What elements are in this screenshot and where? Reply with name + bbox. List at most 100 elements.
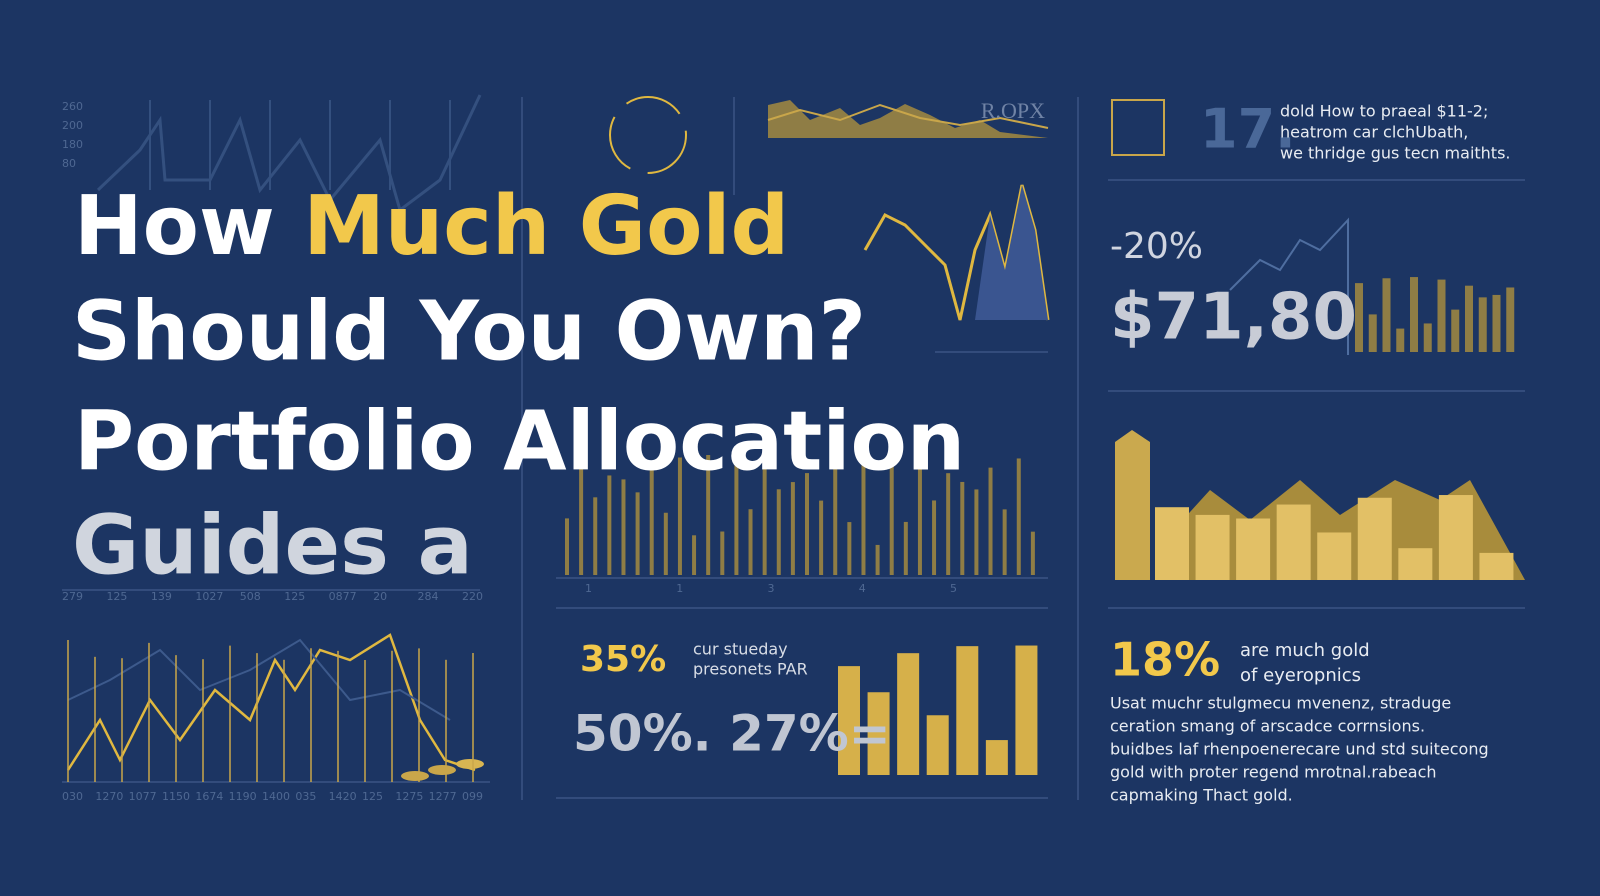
axis-label: 1190: [229, 790, 257, 803]
deco-bar: [607, 475, 612, 575]
deco-bar: [1492, 294, 1501, 352]
deco-bar: [1410, 277, 1418, 352]
axis-label: 139: [151, 590, 172, 603]
axis-label: 125: [106, 590, 127, 603]
deco-bar: [692, 535, 697, 575]
axis-label: 1: [585, 582, 592, 595]
deco-bar: [621, 479, 626, 575]
deco-bar: [985, 740, 1008, 775]
axis-label: 20: [373, 590, 387, 603]
deco-bar: [748, 509, 753, 575]
axis-label: 260: [62, 100, 83, 113]
coin: [428, 765, 456, 775]
bottom-faint-line: [67, 638, 451, 721]
axis-label: 1277: [429, 790, 457, 803]
axis-label: 4: [859, 582, 866, 595]
axis-label: 80: [62, 157, 76, 170]
deco-bar: [1357, 497, 1392, 580]
axis-label: 1674: [195, 790, 223, 803]
deco-bar: [988, 467, 993, 575]
deco-bar: [1438, 495, 1473, 580]
deco-bar: [960, 481, 965, 575]
deco-bar: [974, 489, 979, 575]
title-text: How: [74, 179, 275, 274]
title-highlight: Much Gold: [303, 179, 789, 274]
axis-label: 125: [284, 590, 305, 603]
deco-bar: [734, 458, 739, 575]
stat-figure: 50%. 27%=: [573, 705, 891, 763]
axis-label: 220: [462, 590, 483, 603]
deco-bar: [1368, 314, 1377, 352]
deco-bar: [932, 500, 937, 575]
deco-bar: [1437, 279, 1446, 352]
body-text: heatrom car clchUbath,: [1280, 123, 1468, 142]
coin: [401, 771, 429, 781]
icon-ring: [609, 96, 687, 174]
body-text: Usat muchr stulgmecu mvenenz, straduge: [1110, 694, 1451, 713]
faint-line: [96, 94, 482, 213]
deco-bar: [819, 500, 824, 575]
deco-bar: [867, 692, 890, 775]
deco-bar: [776, 489, 781, 575]
body-text: ceration smang of arscadce corrnsions.: [1110, 717, 1425, 736]
body-text: gold with proter regend mrotnal.rabeach: [1110, 763, 1437, 782]
deco-bar: [903, 521, 908, 575]
axis-label: 1275: [395, 790, 423, 803]
big-number: 17.: [1200, 98, 1296, 161]
icon-box: [1111, 99, 1165, 156]
deco-bar: [1016, 458, 1021, 575]
body-text: we thridge gus tecn maithts.: [1280, 144, 1511, 163]
deco-bar: [677, 457, 682, 575]
deco-bar: [847, 522, 852, 575]
deco-bar: [838, 666, 860, 775]
deco-bar: [805, 473, 809, 575]
deco-bar: [917, 461, 922, 575]
deco-bar: [1506, 287, 1515, 352]
axis-label: 180: [62, 138, 83, 151]
deco-bar: [1236, 518, 1271, 580]
heading: are much gold: [1240, 640, 1370, 661]
axis-label: 035: [295, 790, 316, 803]
axis-label: 200: [62, 119, 83, 132]
deco-bar: [1195, 514, 1230, 580]
deco-bar: [635, 492, 640, 575]
deco-bar: [1423, 323, 1432, 352]
caption: cur stueday: [693, 640, 788, 659]
heading: of eyeropnics: [1240, 665, 1361, 686]
deco-bar: [861, 455, 866, 575]
axis-label: 1077: [129, 790, 157, 803]
coin: [456, 759, 484, 769]
deco-bar: [663, 512, 668, 575]
deco-bar: [1398, 548, 1433, 580]
deco-bar: [926, 715, 949, 775]
deco-bar: [1030, 531, 1035, 575]
axis-label: 1027: [195, 590, 223, 603]
axis-label: 508: [240, 590, 261, 603]
caption: presonets PAR: [693, 660, 808, 679]
deco-bar: [897, 653, 920, 775]
axis-label: 1270: [95, 790, 123, 803]
deco-bar: [1317, 532, 1352, 580]
deco-bar: [1382, 278, 1391, 352]
deco-bar: [649, 465, 654, 575]
deco-bar: [593, 497, 598, 575]
blue-area: [975, 185, 1048, 320]
axis-label: 099: [462, 790, 483, 803]
tower: [1115, 430, 1150, 580]
deco-bar: [1355, 283, 1363, 352]
axis-label: 284: [418, 590, 439, 603]
deco-bar: [1451, 309, 1460, 352]
deco-bar: [579, 463, 584, 575]
deco-bar: [1155, 507, 1189, 580]
decoration: 260 200 180 80 279 125 139 1027 508 125 0877 20 284 2…: [62, 94, 1525, 803]
axis-label: 0877: [329, 590, 357, 603]
area: [768, 100, 1048, 138]
body-text: capmaking Thact gold.: [1110, 786, 1293, 805]
area-line: [767, 103, 1049, 129]
body-text: buidbes laf rhenpoenerecare und std suit…: [1110, 740, 1489, 759]
deco-bar: [790, 482, 795, 575]
deco-bar: [833, 461, 838, 575]
